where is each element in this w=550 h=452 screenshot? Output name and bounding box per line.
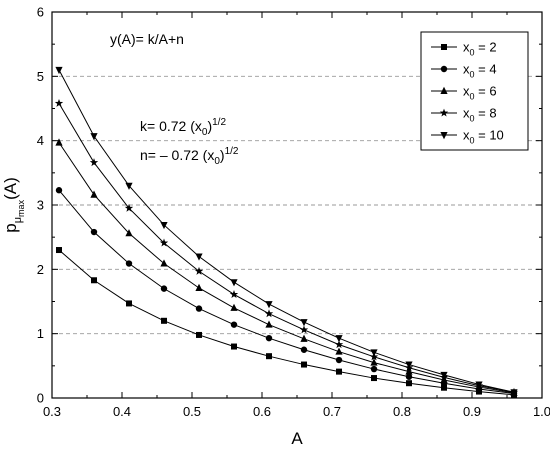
k-annotation: k= 0.72 (x0)1/2	[140, 117, 226, 138]
data-point	[266, 353, 272, 359]
data-point	[265, 309, 273, 317]
data-point	[56, 187, 62, 193]
data-point	[371, 366, 377, 372]
data-point	[230, 290, 238, 298]
x-tick-label: 0.3	[43, 404, 61, 419]
data-point	[126, 260, 132, 266]
data-point	[265, 320, 272, 327]
data-point	[56, 247, 62, 253]
x-tick-label: 0.9	[463, 404, 481, 419]
y-tick-label: 3	[37, 198, 44, 213]
data-point	[300, 319, 307, 326]
y-axis-title-main: p	[1, 223, 20, 232]
y-axis-title-tail: (A)	[1, 177, 20, 200]
data-point	[91, 277, 97, 283]
data-point	[126, 300, 132, 306]
data-point	[300, 325, 308, 333]
data-point	[231, 321, 237, 327]
legend-marker	[441, 66, 447, 72]
data-point	[55, 138, 62, 145]
x-tick-label: 0.8	[393, 404, 411, 419]
y-tick-label: 4	[37, 133, 44, 148]
y-tick-label: 2	[37, 262, 44, 277]
y-tick-label: 1	[37, 326, 44, 341]
data-point	[55, 99, 63, 107]
data-point	[90, 158, 98, 166]
x-axis-title: A	[291, 429, 303, 448]
legend: x0 = 2 x0 = 4 x0 = 6 x0 = 8 x0 = 10	[421, 32, 528, 150]
data-point	[91, 229, 97, 235]
data-point	[195, 284, 202, 291]
n-annotation: n= – 0.72 (x0)1/2	[140, 146, 239, 167]
data-point	[230, 279, 237, 286]
x-tick-label: 1.0	[533, 404, 550, 419]
data-point	[265, 301, 272, 308]
svg-text:pμmax(A): pμmax(A)	[1, 177, 26, 233]
formula-annotation: y(A)= k/A+n	[110, 31, 184, 47]
data-point	[301, 347, 307, 353]
series-line	[59, 190, 514, 393]
series-line	[59, 143, 514, 393]
data-point	[160, 259, 167, 266]
data-point	[336, 357, 342, 363]
y-axis-title-subsub: max	[16, 199, 26, 217]
data-point	[231, 344, 237, 350]
x-tick-label: 0.4	[113, 404, 131, 419]
data-point	[55, 67, 62, 74]
data-point	[336, 369, 342, 375]
data-point	[301, 362, 307, 368]
x-tick-label: 0.5	[183, 404, 201, 419]
data-point	[195, 253, 202, 260]
data-point	[196, 305, 202, 311]
data-point	[230, 304, 237, 311]
x-tick-label: 0.6	[253, 404, 271, 419]
data-point	[266, 335, 272, 341]
data-point	[371, 375, 377, 381]
y-tick-label: 6	[37, 5, 44, 20]
legend-marker	[441, 44, 447, 50]
data-point	[161, 285, 167, 291]
data-point	[161, 318, 167, 324]
data-point	[406, 380, 412, 386]
data-point	[160, 222, 167, 229]
y-tick-label: 5	[37, 69, 44, 84]
x-tick-label: 0.7	[323, 404, 341, 419]
data-point	[196, 332, 202, 338]
y-axis-title: pμmax(A)	[1, 177, 26, 233]
